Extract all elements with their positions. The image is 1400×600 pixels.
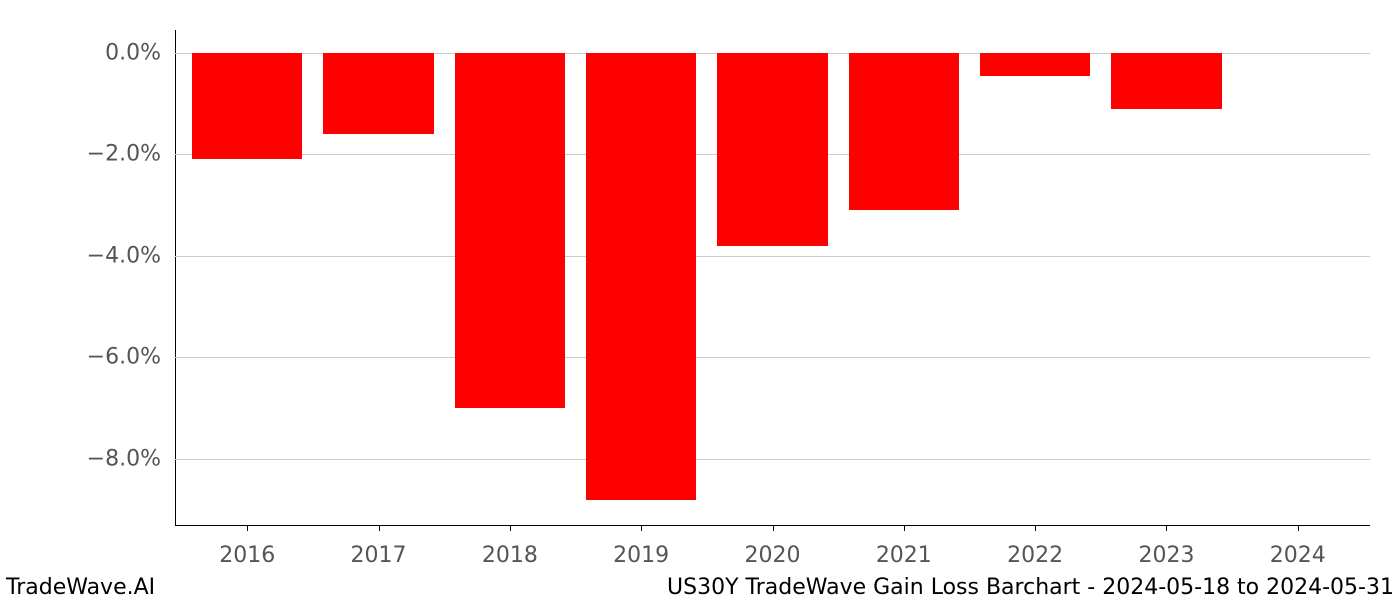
x-tick-mark [1298,525,1299,531]
bar [980,53,1090,76]
x-tick-mark [247,525,248,531]
x-tick-label: 2019 [613,543,669,568]
y-tick-label: −2.0% [0,142,161,167]
bar [849,53,959,210]
footer-caption: US30Y TradeWave Gain Loss Barchart - 202… [667,575,1394,600]
bar [586,53,696,500]
x-tick-label: 2022 [1007,543,1063,568]
x-tick-mark [904,525,905,531]
chart-container: TradeWave.AI US30Y TradeWave Gain Loss B… [0,0,1400,600]
bar [455,53,565,408]
x-tick-label: 2023 [1138,543,1194,568]
gridline [175,256,1370,257]
y-tick-label: −6.0% [0,345,161,370]
y-tick-label: 0.0% [0,40,161,65]
plot-area [175,30,1370,525]
bar [323,53,433,134]
x-tick-mark [641,525,642,531]
y-axis-spine [175,30,176,525]
gridline [175,459,1370,460]
x-tick-mark [379,525,380,531]
bar [717,53,827,246]
gridline [175,357,1370,358]
x-tick-label: 2020 [745,543,801,568]
x-tick-label: 2024 [1270,543,1326,568]
bar [1111,53,1221,109]
footer-brand: TradeWave.AI [6,575,155,600]
x-tick-label: 2017 [351,543,407,568]
x-tick-mark [1035,525,1036,531]
y-tick-label: −8.0% [0,447,161,472]
x-tick-label: 2021 [876,543,932,568]
x-tick-mark [1166,525,1167,531]
x-tick-mark [510,525,511,531]
x-tick-label: 2016 [219,543,275,568]
x-tick-label: 2018 [482,543,538,568]
bar [192,53,302,160]
x-tick-mark [773,525,774,531]
y-tick-label: −4.0% [0,243,161,268]
